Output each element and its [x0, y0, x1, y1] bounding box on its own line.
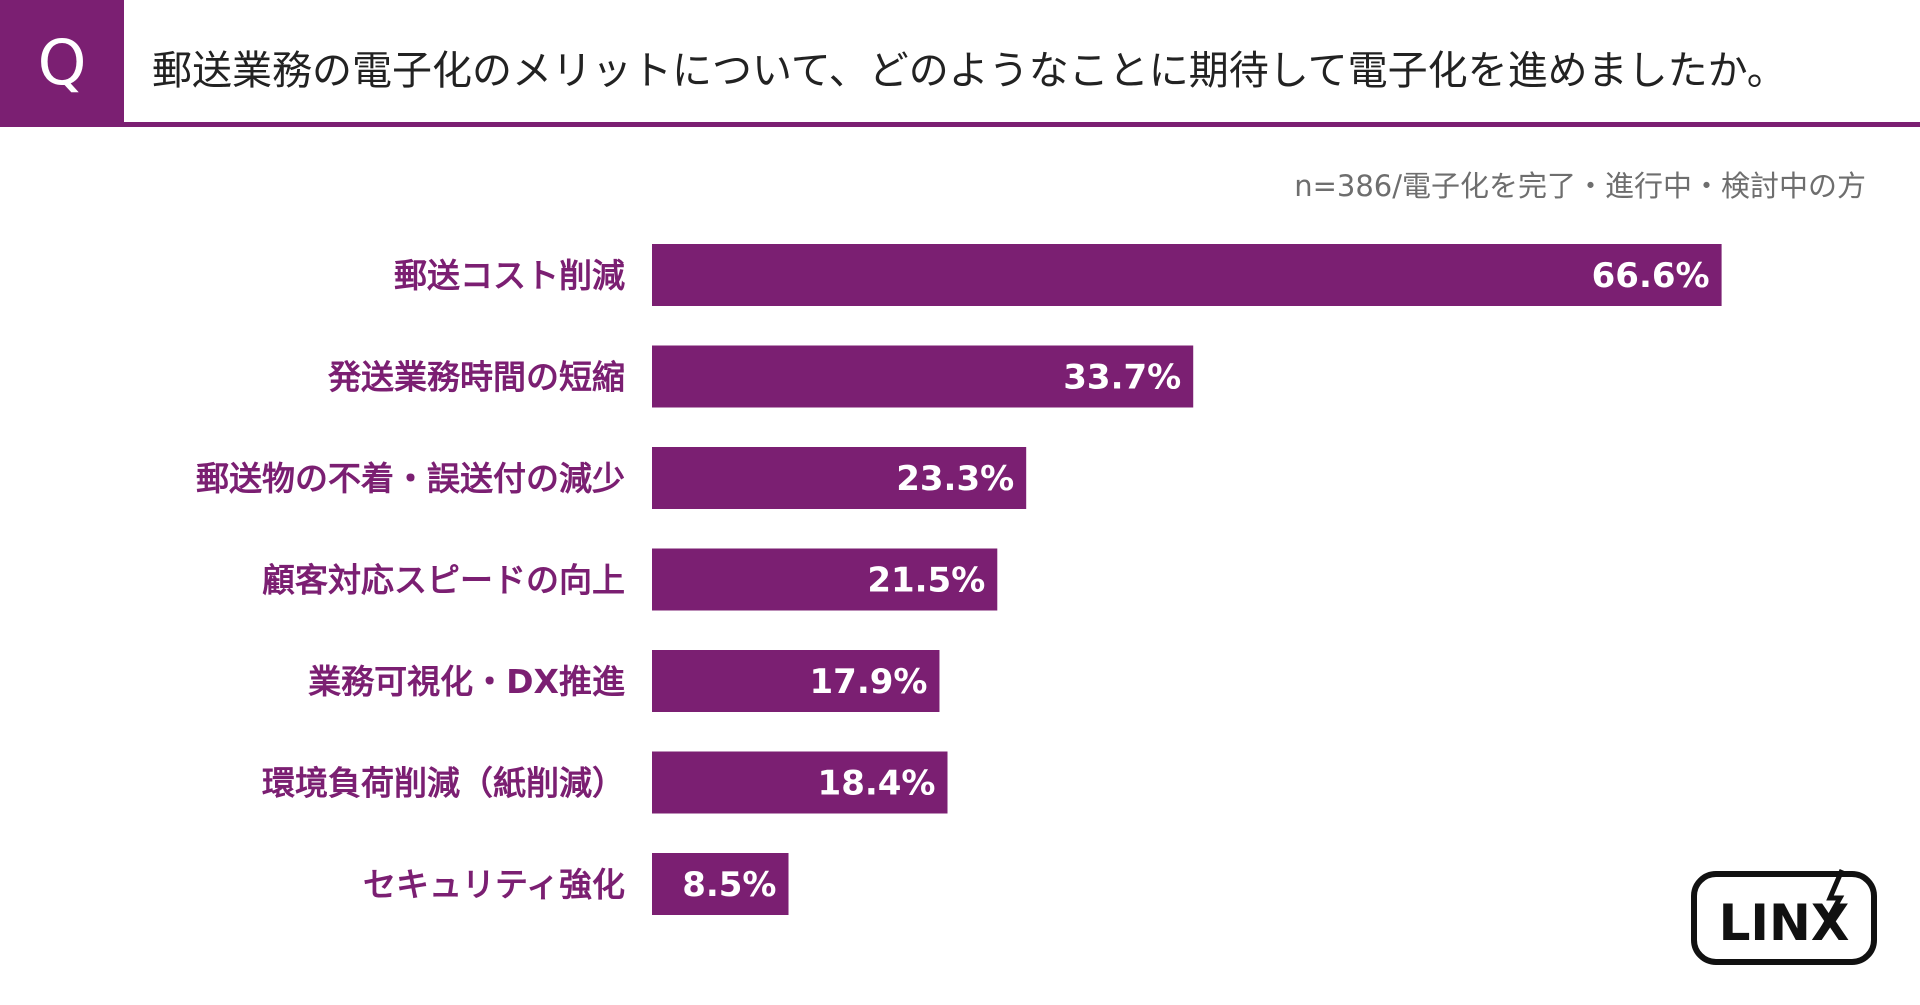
question-title: 郵送業務の電子化のメリットについて、どのようなことに期待して電子化を進めましたか…: [152, 48, 1787, 94]
header-divider: [0, 122, 1920, 127]
bar-5: [652, 650, 940, 712]
category-label-3: 郵送物の不着・誤送付の減少: [196, 459, 625, 498]
value-label-6: 18.4%: [818, 764, 936, 804]
value-label-2: 33.7%: [1063, 358, 1181, 398]
sample-note: n=386/電子化を完了・進行中・検討中の方: [1294, 169, 1866, 203]
bar-6: [652, 751, 948, 814]
category-label-2: 発送業務時間の短縮: [328, 358, 625, 397]
value-label-5: 17.9%: [810, 662, 928, 702]
bar-2: [652, 345, 1194, 408]
bar-7: [652, 853, 789, 915]
category-label-7: セキュリティ強化: [363, 865, 625, 904]
category-label-6: 環境負荷削減（紙削減）: [262, 764, 625, 803]
bar-3: [652, 447, 1027, 509]
linx-logo: LINX: [1691, 869, 1877, 965]
logo-bolt-icon: [1819, 869, 1845, 932]
category-label-4: 顧客対応スピードの向上: [262, 561, 625, 600]
value-label-4: 21.5%: [867, 561, 985, 601]
bar-1: [652, 244, 1722, 306]
value-label-3: 23.3%: [896, 459, 1014, 499]
value-label-7: 8.5%: [682, 865, 776, 905]
logo-text: LINX: [1719, 894, 1850, 952]
value-label-1: 66.6%: [1592, 256, 1710, 296]
bar-4: [652, 548, 998, 611]
category-label-5: 業務可視化・DX推進: [308, 662, 625, 701]
question-mark-badge: Q: [0, 0, 124, 124]
q-mark-label: Q: [37, 25, 87, 99]
category-label-1: 郵送コスト削減: [394, 256, 625, 295]
